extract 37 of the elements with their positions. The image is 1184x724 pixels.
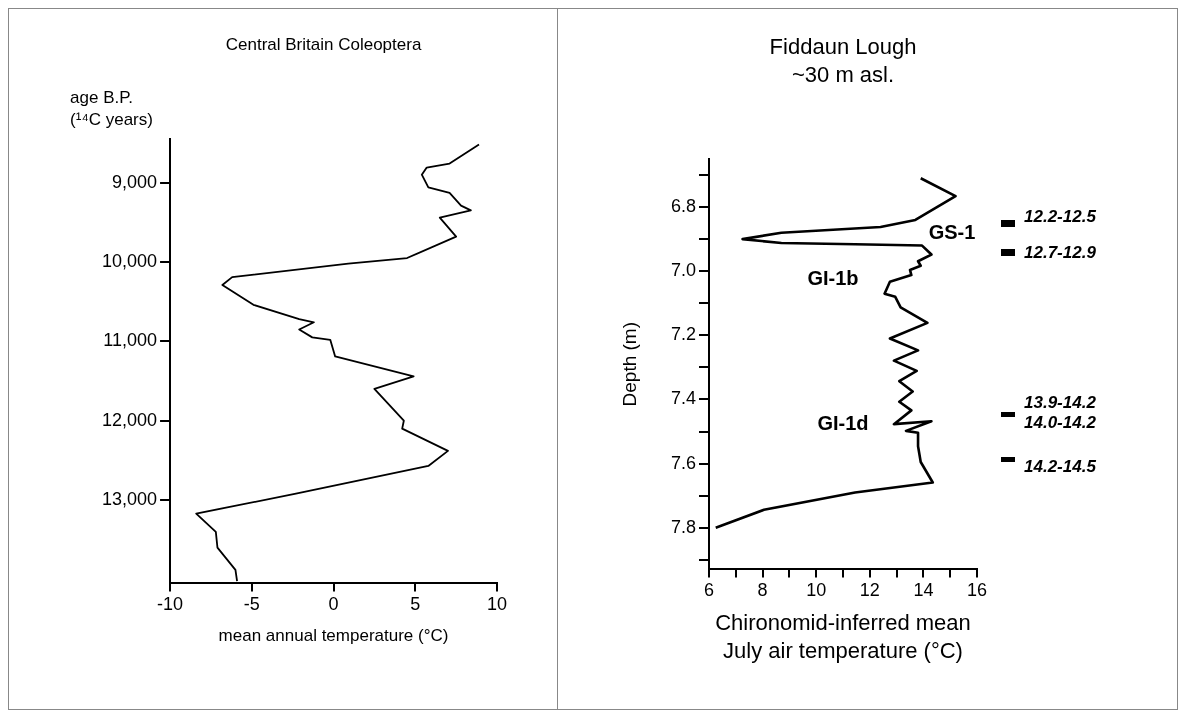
x-tick-label: 6 [704, 580, 715, 601]
y-tick-label: 9,000 [112, 171, 158, 192]
x-axis-title: Chironomid-inferred mean July air temperature (°C) [715, 610, 971, 664]
y-tick-label: 7.4 [670, 388, 697, 409]
y-tick-label: 12,000 [101, 409, 158, 430]
x-tick-label: 16 [966, 580, 988, 601]
y-tick-label: 7.2 [670, 324, 697, 345]
chart-title: Central Britain Coleoptera [225, 35, 422, 55]
x-axis-title: mean annual temperature (°C) [218, 625, 449, 645]
annotation: GI-1d [817, 411, 869, 434]
x-tick-label: 10 [806, 580, 827, 601]
y-tick-label: 6.8 [670, 196, 697, 217]
y-tick-label: 7.0 [670, 260, 697, 281]
x-tick-label: 8 [757, 580, 768, 601]
chart-title: Fiddaun Lough [769, 34, 917, 60]
y-tick-label: 7.8 [670, 516, 697, 537]
annotation: GS-1 [928, 220, 976, 243]
x-tick-label: 0 [328, 594, 339, 615]
y-tick-label: 13,000 [101, 489, 158, 510]
text: 13.9-14.2 [1024, 392, 1096, 412]
chart-subtitle: ~30 m asl. [791, 62, 895, 88]
text: 12.7-12.9 [1024, 242, 1096, 262]
y-axis-title: age B.P. (¹⁴C years) [70, 88, 153, 129]
text: 12.2-12.5 [1024, 206, 1096, 226]
text: 14.0-14.2 [1024, 412, 1096, 432]
y-tick-label: 11,000 [103, 330, 158, 351]
x-tick-label: -5 [243, 594, 260, 615]
y-tick-label: 10,000 [101, 250, 158, 271]
y-axis-title: Depth (m) [619, 321, 641, 407]
x-tick-label: -10 [157, 594, 184, 615]
annotation: GI-1b [807, 266, 859, 289]
x-tick-label: 5 [410, 594, 421, 615]
x-tick-label: 10 [486, 594, 508, 615]
text: 14.2-14.5 [1024, 456, 1096, 476]
x-tick-label: 12 [859, 580, 880, 601]
x-tick-label: 14 [913, 580, 934, 601]
y-tick-label: 7.6 [670, 452, 697, 473]
